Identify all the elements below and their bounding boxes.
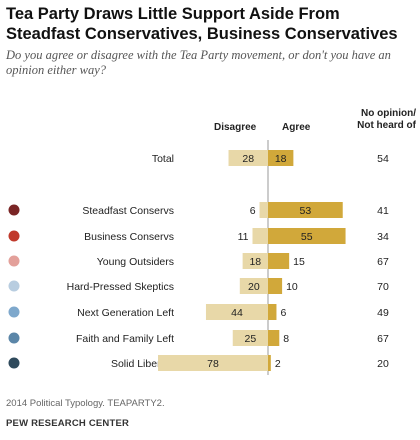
no-opinion-value-label: 41 [377,205,389,217]
disagree-bar [158,355,268,371]
disagree-bar [232,330,268,346]
agree-value-label: 53 [300,205,312,217]
group-marker-icon [8,306,20,318]
group-marker-icon [8,332,20,344]
note: 2014 Political Typology. TEAPARTY2. [6,398,165,409]
disagree-value-label: 44 [231,307,243,319]
no-opinion-value-label: 20 [377,358,389,370]
agree-bar [268,202,343,218]
category-label: Hard-Pressed Skeptics [67,281,174,293]
agree-bar [268,228,346,244]
disagree-value-label: 28 [242,153,254,165]
no-opinion-value-label: 70 [377,281,389,293]
disagree-bar [252,228,268,244]
disagree-bar [205,304,268,320]
category-label: Next Generation Left [77,307,174,319]
agree-value-label: 55 [301,231,313,243]
agree-bar [268,278,283,294]
category-label: Young Outsiders [97,256,174,268]
chart-title: Tea Party Draws Little Support Aside Fro… [6,5,398,43]
disagree-value-label: 25 [245,333,257,345]
column-header-no-opinion: No opinion/ Not heard of [338,108,416,132]
disagree-value-label: 11 [238,231,249,243]
disagree-bar [242,253,268,269]
category-label: Total [152,153,174,165]
no-opinion-value-label: 49 [377,307,389,319]
group-marker-icon [8,280,20,292]
category-label: Business Conservs [84,231,174,243]
disagree-value-label: 20 [248,281,260,293]
group-marker-icon [8,204,20,216]
agree-value-label: 6 [280,307,286,319]
disagree-bar [239,278,268,294]
disagree-value-label: 78 [207,358,219,370]
agree-value-label: 15 [293,256,305,268]
group-marker-icon [8,230,20,242]
group-marker-icon [8,357,20,369]
agree-bar [268,304,277,320]
category-label: Faith and Family Left [76,333,174,345]
agree-value-label: 10 [286,281,298,293]
category-label: Steadfast Conservs [82,205,174,217]
agree-bar [268,330,280,346]
no-opinion-value-label: 67 [377,333,389,345]
column-header-agree: Agree [282,122,311,133]
column-header-disagree: Disagree [214,122,257,133]
disagree-bar [259,202,268,218]
source: PEW RESEARCH CENTER [6,418,130,429]
group-marker-icon [8,255,20,267]
agree-bar [268,253,290,269]
agree-value-label: 2 [275,358,281,370]
column-header-no-opinion-line2: Not heard of [357,120,416,131]
column-header-no-opinion-line1: No opinion/ [361,108,416,119]
no-opinion-value-label: 54 [377,153,389,165]
no-opinion-value-label: 67 [377,256,389,268]
disagree-value-label: 6 [250,205,256,217]
disagree-bar [228,150,268,166]
agree-value-label: 18 [275,153,287,165]
disagree-value-label: 18 [249,256,261,268]
agree-value-label: 8 [283,333,289,345]
agree-bar [268,355,271,371]
no-opinion-value-label: 34 [377,231,389,243]
agree-bar [268,150,294,166]
chart-subtitle: Do you agree or disagree with the Tea Pa… [6,48,391,77]
